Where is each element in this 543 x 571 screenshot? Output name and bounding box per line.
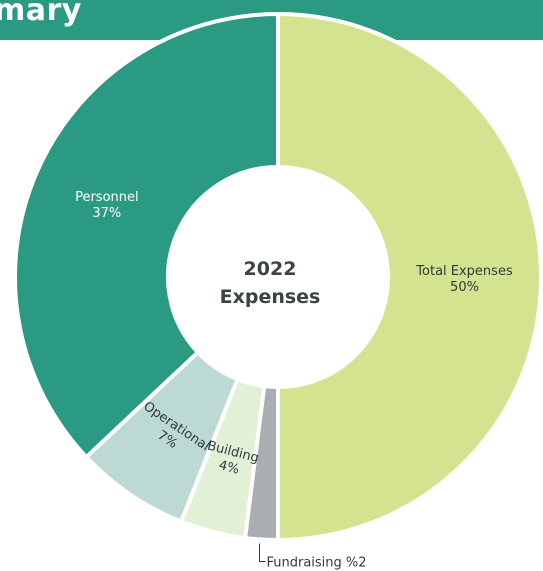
slice-label-fundraising: Fundraising %2 — [266, 555, 366, 570]
slice-value-total-expenses: 50% — [450, 280, 479, 295]
center-label-year: 2022 — [244, 258, 297, 280]
slice-total-expenses — [276, 11, 543, 543]
banner-title: mary — [0, 0, 82, 28]
chart-center-label: 2022 Expenses — [220, 258, 321, 308]
slice-personnel — [13, 11, 280, 460]
center-label-title: Expenses — [220, 286, 321, 308]
slice-name-personnel: Personnel — [75, 190, 139, 205]
callout-line-fundraising — [258, 543, 266, 562]
slice-value-building: 4% — [217, 458, 241, 478]
slice-name-total-expenses: Total Expenses — [415, 264, 513, 279]
slice-value-personnel: 37% — [92, 206, 121, 221]
